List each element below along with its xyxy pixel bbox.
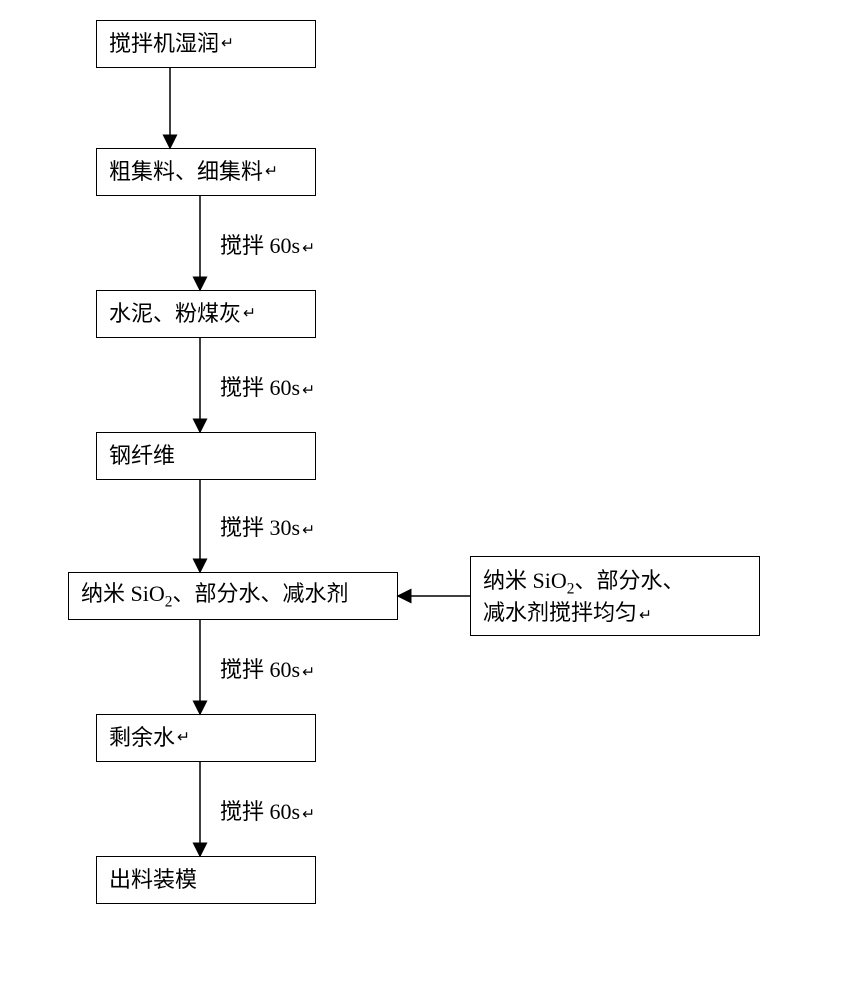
flow-node-remaining-water: 剩余水↵: [96, 714, 316, 762]
return-glyph: ↵: [243, 304, 256, 324]
return-glyph: ↵: [302, 240, 315, 257]
return-glyph: ↵: [302, 522, 315, 539]
return-glyph: ↵: [265, 162, 278, 182]
edge-label-mix60-4: 搅拌 60s↵: [220, 794, 315, 826]
node-label-line1: 纳米 SiO2、部分水、: [483, 568, 684, 593]
return-glyph: ↵: [302, 664, 315, 681]
flow-node-aggregates: 粗集料、细集料↵: [96, 148, 316, 196]
node-label: 搅拌机湿润: [109, 30, 219, 59]
return-glyph: ↵: [302, 806, 315, 823]
return-glyph: ↵: [177, 728, 190, 748]
node-label: 水泥、粉煤灰: [109, 300, 241, 329]
node-label: 剩余水: [109, 724, 175, 753]
flow-node-steel-fiber: 钢纤维: [96, 432, 316, 480]
flow-node-nano-sio2-mix: 纳米 SiO2、部分水、减水剂: [68, 572, 398, 620]
flow-node-cement-flyash: 水泥、粉煤灰↵: [96, 290, 316, 338]
node-label-line2: 减水剂搅拌均匀: [483, 600, 637, 625]
edge-label-mix60-3: 搅拌 60s↵: [220, 652, 315, 684]
flow-node-side-premix: 纳米 SiO2、部分水、 减水剂搅拌均匀↵: [470, 556, 760, 636]
return-glyph: ↵: [302, 382, 315, 399]
edge-label-mix30: 搅拌 30s↵: [220, 510, 315, 542]
node-label: 纳米 SiO2、部分水、减水剂: [81, 580, 348, 612]
flow-node-mixer-wet: 搅拌机湿润↵: [96, 20, 316, 68]
node-label: 粗集料、细集料: [109, 158, 263, 187]
node-label: 钢纤维: [109, 442, 175, 471]
edge-label-mix60-1: 搅拌 60s↵: [220, 228, 315, 260]
edge-label-mix60-2: 搅拌 60s↵: [220, 370, 315, 402]
flow-node-output-mold: 出料装模: [96, 856, 316, 904]
return-glyph: ↵: [639, 607, 652, 624]
node-label: 出料装模: [109, 866, 197, 895]
return-glyph: ↵: [221, 34, 234, 54]
